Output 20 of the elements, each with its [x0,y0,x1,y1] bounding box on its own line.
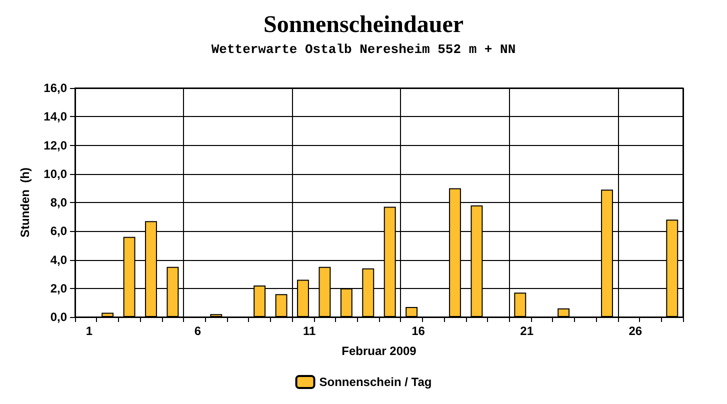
legend-label: Sonnenschein / Tag [319,375,432,389]
x-tick-label: 11 [303,324,316,338]
y-tick-label: 0,0 [50,310,68,324]
x-tick-label: 26 [628,324,642,338]
y-tick-label: 14,0 [44,110,68,124]
y-tick-label: 16,0 [44,81,68,95]
y-tick-label: 6,0 [50,224,68,238]
y-tick-label: 10,0 [44,166,68,181]
chart-title: Sonnenscheindauer [263,12,464,38]
x-tick-label: 1 [86,324,93,338]
y-tick-label: 4,0 [50,252,68,267]
y-tick-label: 12,0 [44,138,68,152]
chart-subtitle: Wetterwarte Ostalb Neresheim 552 m + NN [211,42,516,57]
y-tick-label: 8,0 [50,196,68,210]
x-tick-label: 21 [520,324,534,338]
y-axis-title: Stunden (h) [18,168,32,238]
y-tick-label: 2,0 [50,281,68,296]
x-tick-label: 6 [194,324,202,338]
x-axis-title: Februar 2009 [342,344,417,358]
x-tick-label: 16 [412,324,426,338]
